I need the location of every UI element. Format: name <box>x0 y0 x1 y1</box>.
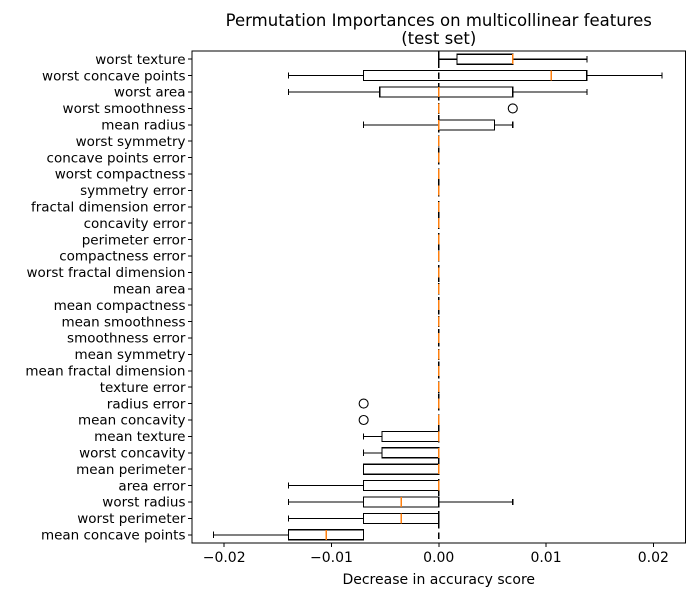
boxplot-row-concavity-error: concavity error <box>84 216 439 232</box>
boxplot-row-worst-compactness: worst compactness <box>55 167 439 183</box>
boxplot-row-fractal-dimension-error: fractal dimension error <box>31 200 439 216</box>
boxplot-row-mean-area: mean area <box>113 282 439 298</box>
y-tick-label: radius error <box>107 396 186 412</box>
boxplot-row-concave-points-error: concave points error <box>47 150 439 166</box>
y-tick-label: mean symmetry <box>74 347 185 363</box>
boxplot-row-worst-symmetry: worst symmetry <box>76 134 439 150</box>
y-tick-label: mean concavity <box>78 413 186 429</box>
boxplot-row-smoothness-error: smoothness error <box>67 331 439 347</box>
outlier-point <box>359 399 368 408</box>
box-rect <box>439 120 495 130</box>
chart-subtitle: (test set) <box>401 29 476 48</box>
x-tick-label: −0.02 <box>203 550 246 566</box>
boxplot-row-worst-fractal-dimension: worst fractal dimension <box>26 265 438 281</box>
y-tick-label: perimeter error <box>82 232 186 248</box>
y-tick-label: worst compactness <box>55 167 186 183</box>
box-rect <box>364 481 439 491</box>
boxplot-row-mean-symmetry: mean symmetry <box>74 347 438 363</box>
boxplot-row-mean-fractal-dimension: mean fractal dimension <box>25 364 438 380</box>
boxplot-row-worst-concavity: worst concavity <box>79 446 439 462</box>
y-tick-label: mean radius <box>101 118 185 134</box>
y-tick-label: worst radius <box>102 495 185 511</box>
box-rect <box>382 448 439 458</box>
y-tick-label: concave points error <box>47 150 186 166</box>
boxplot-row-perimeter-error: perimeter error <box>82 232 439 248</box>
boxplot-row-mean-texture: mean texture <box>94 429 439 445</box>
y-tick-label: worst symmetry <box>76 134 186 150</box>
y-tick-label: worst concave points <box>42 68 185 84</box>
y-tick-label: worst fractal dimension <box>26 265 185 281</box>
boxplot-row-mean-smoothness: mean smoothness <box>61 314 438 330</box>
boxplot-row-mean-concavity: mean concavity <box>78 413 439 429</box>
box-rect <box>364 464 439 474</box>
box-rect <box>364 71 587 81</box>
y-tick-label: compactness error <box>59 249 186 265</box>
x-tick-label: −0.01 <box>310 550 353 566</box>
box-rect <box>380 87 513 97</box>
box-rect <box>457 54 513 64</box>
boxplot-row-symmetry-error: symmetry error <box>80 183 439 199</box>
y-tick-label: mean compactness <box>54 298 186 314</box>
chart-title: Permutation Importances on multicollinea… <box>226 11 652 30</box>
boxplot-row-worst-smoothness: worst smoothness <box>63 101 518 117</box>
box-rect <box>382 431 439 441</box>
y-tick-label: worst smoothness <box>63 101 186 117</box>
y-tick-label: worst perimeter <box>77 511 186 527</box>
y-tick-label: concavity error <box>84 216 186 232</box>
boxplot-row-texture-error: texture error <box>100 380 439 396</box>
y-tick-label: mean perimeter <box>76 462 186 478</box>
y-tick-label: mean area <box>113 282 186 298</box>
y-tick-label: mean concave points <box>41 528 186 544</box>
x-tick-label: 0.02 <box>638 550 669 566</box>
boxplot-row-worst-concave-points: worst concave points <box>42 68 662 84</box>
y-tick-label: fractal dimension error <box>31 200 186 216</box>
boxplot-row-worst-radius: worst radius <box>102 495 512 511</box>
boxplot-row-worst-area: worst area <box>114 85 587 101</box>
boxplot-row-worst-perimeter: worst perimeter <box>77 511 439 527</box>
y-tick-label: worst concavity <box>79 446 185 462</box>
outlier-point <box>359 416 368 425</box>
x-tick-label: 0.01 <box>530 550 561 566</box>
boxplot-row-compactness-error: compactness error <box>59 249 439 265</box>
y-tick-label: mean texture <box>94 429 185 445</box>
y-tick-label: area error <box>118 478 186 494</box>
x-tick-label: 0.00 <box>423 550 454 566</box>
y-tick-label: smoothness error <box>67 331 186 347</box>
y-tick-label: texture error <box>100 380 186 396</box>
boxplot-row-mean-concave-points: mean concave points <box>41 528 364 544</box>
y-tick-label: symmetry error <box>80 183 186 199</box>
boxplot-row-worst-texture: worst texture <box>95 52 587 68</box>
y-tick-label: mean smoothness <box>61 314 185 330</box>
boxplot-row-radius-error: radius error <box>107 396 439 412</box>
boxplot-row-mean-radius: mean radius <box>101 118 513 134</box>
y-tick-label: worst area <box>114 85 186 101</box>
y-tick-label: mean fractal dimension <box>25 364 185 380</box>
x-axis-label: Decrease in accuracy score <box>342 572 535 588</box>
boxplot-row-area-error: area error <box>118 478 438 494</box>
y-tick-label: worst texture <box>95 52 185 68</box>
boxplot-row-mean-compactness: mean compactness <box>54 298 439 314</box>
boxplot-row-mean-perimeter: mean perimeter <box>76 462 439 478</box>
outlier-point <box>508 104 517 113</box>
